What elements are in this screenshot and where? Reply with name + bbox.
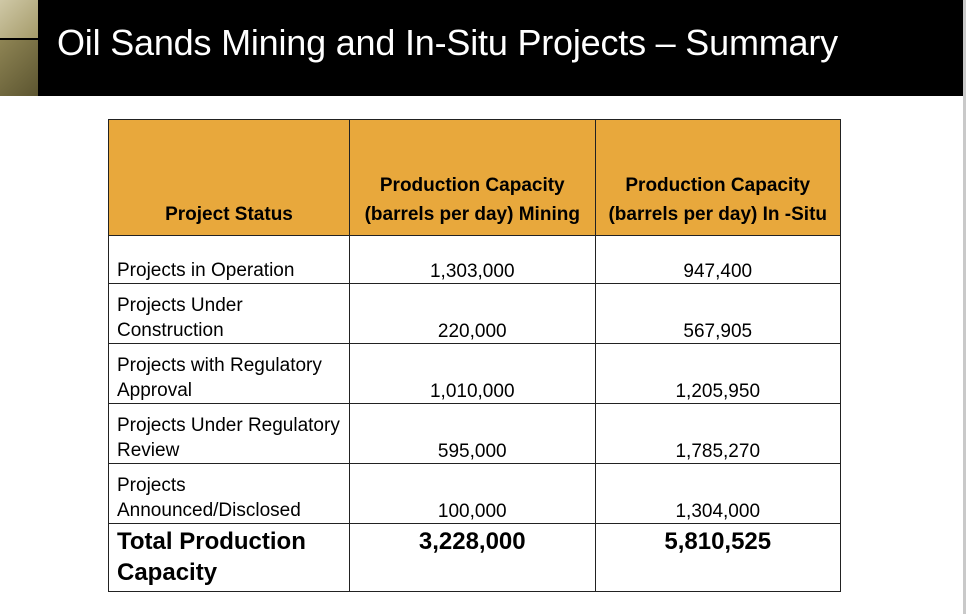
- row-insitu-value: 1,785,270: [594, 403, 841, 464]
- slide-title: Oil Sands Mining and In-Situ Projects – …: [57, 22, 838, 63]
- row-status: Projects in Operation: [108, 235, 350, 284]
- decorative-square-bottom: [0, 40, 38, 96]
- row-status: Projects with Regulatory Approval: [108, 343, 350, 404]
- header-mining-capacity: Production Capacity (barrels per day) Mi…: [349, 119, 596, 236]
- total-label: Total Production Capacity: [108, 523, 350, 592]
- table-row: Projects with Regulatory Approval 1,010,…: [108, 343, 841, 404]
- header-project-status: Project Status: [108, 119, 350, 236]
- row-insitu-value: 1,304,000: [594, 463, 841, 524]
- row-status: Projects Under Construction: [108, 283, 350, 344]
- table-header-row: Project Status Production Capacity (barr…: [108, 119, 841, 236]
- header-insitu-capacity: Production Capacity (barrels per day) In…: [594, 119, 841, 236]
- row-mining-value: 1,303,000: [349, 235, 596, 284]
- decorative-square-top: [0, 0, 38, 38]
- row-status: Projects Under Regulatory Review: [108, 403, 350, 464]
- row-insitu-value: 1,205,950: [594, 343, 841, 404]
- row-insitu-value: 947,400: [594, 235, 841, 284]
- total-mining-value: 3,228,000: [349, 523, 596, 592]
- row-status: Projects Announced/Disclosed: [108, 463, 350, 524]
- row-insitu-value: 567,905: [594, 283, 841, 344]
- total-insitu-value: 5,810,525: [594, 523, 841, 592]
- table-total-row: Total Production Capacity 3,228,000 5,81…: [108, 523, 841, 592]
- row-mining-value: 100,000: [349, 463, 596, 524]
- row-mining-value: 220,000: [349, 283, 596, 344]
- decorative-squares: [0, 0, 38, 96]
- summary-table: Project Status Production Capacity (barr…: [108, 119, 841, 592]
- title-bar: Oil Sands Mining and In-Situ Projects – …: [0, 0, 966, 96]
- table-row: Projects in Operation 1,303,000 947,400: [108, 235, 841, 284]
- table-row: Projects Announced/Disclosed 100,000 1,3…: [108, 463, 841, 524]
- row-mining-value: 595,000: [349, 403, 596, 464]
- table-row: Projects Under Construction 220,000 567,…: [108, 283, 841, 344]
- row-mining-value: 1,010,000: [349, 343, 596, 404]
- slide-edge: [963, 0, 966, 614]
- table-row: Projects Under Regulatory Review 595,000…: [108, 403, 841, 464]
